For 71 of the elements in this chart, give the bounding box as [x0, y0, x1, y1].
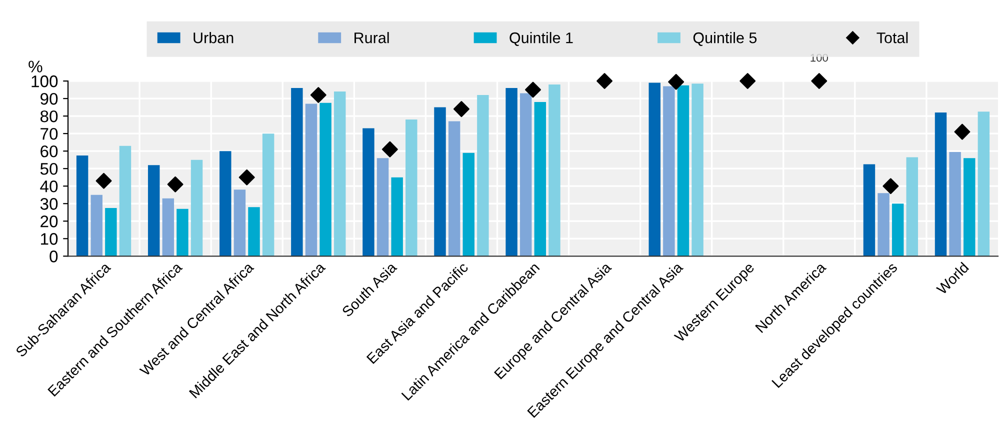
- y-tick-label: 30: [40, 198, 58, 210]
- point: [668, 74, 684, 90]
- bar: [462, 152, 474, 256]
- bar: [692, 84, 704, 256]
- bar: [648, 82, 660, 256]
- point: [882, 178, 899, 194]
- bar: [964, 158, 976, 256]
- bar: [863, 164, 876, 256]
- bar: [234, 190, 246, 256]
- bar: [892, 204, 904, 256]
- bar: [520, 93, 532, 256]
- legend-label: Quintile 5: [693, 32, 757, 46]
- bar: [334, 92, 346, 256]
- bar: [291, 88, 303, 256]
- y-tick-label: 90: [40, 92, 58, 105]
- point: [382, 141, 398, 158]
- point: [167, 176, 184, 192]
- legend-label: Urban: [194, 32, 234, 44]
- bar: [76, 155, 88, 256]
- point: [310, 87, 326, 104]
- point: [238, 169, 255, 186]
- y-tick-label: 80: [40, 110, 58, 122]
- point: [811, 73, 828, 89]
- bar: [677, 85, 690, 256]
- bar: [477, 95, 489, 256]
- bar: [376, 158, 389, 256]
- bar: [362, 128, 374, 256]
- bar: [406, 120, 418, 256]
- legend-label: Total: [876, 32, 908, 44]
- y-tick-label: 100: [32, 75, 58, 88]
- bar: [663, 86, 675, 256]
- bar: [190, 160, 203, 256]
- point: [596, 73, 613, 89]
- bar: [119, 146, 132, 256]
- bar: [906, 157, 918, 256]
- point: [740, 73, 756, 89]
- bar: [391, 177, 403, 256]
- bar: [305, 104, 318, 256]
- bar: [548, 84, 560, 256]
- bar: [949, 152, 961, 256]
- bar: [934, 112, 947, 256]
- bar: [248, 207, 260, 256]
- bar: [162, 198, 174, 256]
- bar: [878, 193, 890, 256]
- y-tick-label: 20: [40, 216, 58, 228]
- bar: [448, 121, 460, 256]
- y-tick-label: 50: [40, 162, 58, 175]
- bar: [176, 208, 188, 256]
- bar: [434, 107, 446, 256]
- bar: [90, 194, 102, 256]
- point: [453, 101, 470, 118]
- annotation: 100: [810, 54, 828, 62]
- bar: [978, 112, 990, 256]
- point: [525, 82, 541, 98]
- bar: [220, 151, 232, 256]
- bar: [320, 102, 332, 256]
- bar: [105, 208, 117, 256]
- bar: [506, 88, 518, 256]
- y-tick-label: 10: [41, 233, 58, 245]
- bar: [148, 165, 160, 256]
- y-tick-label: 40: [40, 180, 58, 192]
- bar: [534, 102, 546, 256]
- y-tick-label: 70: [40, 128, 58, 140]
- y-axis-title: %: [28, 60, 42, 72]
- y-tick-label: 0: [50, 250, 58, 262]
- y-tick-label: 60: [40, 145, 58, 158]
- point: [96, 172, 112, 189]
- legend-label: Rural: [354, 32, 389, 44]
- point: [954, 124, 970, 140]
- legend-label: Quintile 1: [510, 32, 573, 46]
- bar: [262, 134, 274, 256]
